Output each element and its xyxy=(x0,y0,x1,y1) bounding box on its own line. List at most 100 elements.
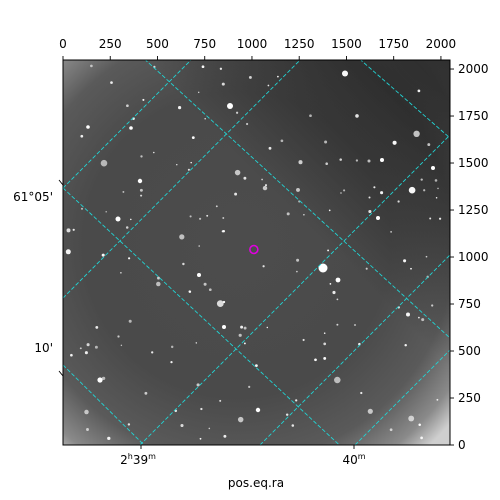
star xyxy=(222,300,226,304)
star xyxy=(234,192,238,196)
star xyxy=(190,161,192,164)
target-marker xyxy=(249,244,259,255)
bright-star xyxy=(222,325,226,329)
star xyxy=(427,143,431,147)
star xyxy=(100,159,108,167)
star xyxy=(340,192,342,194)
star xyxy=(125,226,129,229)
top-tick-label: 750 xyxy=(193,37,216,51)
star xyxy=(188,290,192,293)
star xyxy=(142,98,145,101)
star xyxy=(423,189,426,192)
star xyxy=(390,231,392,233)
star xyxy=(420,436,423,440)
star xyxy=(296,270,298,273)
star xyxy=(429,217,432,220)
star xyxy=(122,190,125,193)
star xyxy=(151,351,154,354)
top-x-axis: 0 250 500 750 1000 1250 1500 1750 2000 xyxy=(59,37,456,60)
star xyxy=(243,176,247,180)
star xyxy=(355,114,359,118)
star xyxy=(101,376,106,381)
star xyxy=(323,342,327,346)
star xyxy=(248,385,251,388)
star xyxy=(280,139,284,143)
star xyxy=(201,65,205,69)
star xyxy=(262,185,268,191)
star xyxy=(208,427,211,430)
top-tick-label: 1000 xyxy=(237,37,268,51)
star xyxy=(397,200,400,203)
grid-line xyxy=(354,349,450,445)
star xyxy=(323,332,326,334)
right-tick-label: 500 xyxy=(458,344,481,358)
star xyxy=(219,67,223,70)
star xyxy=(107,436,111,441)
ra-tick-label-1: 2h39m xyxy=(120,452,156,467)
star xyxy=(187,168,190,171)
star xyxy=(332,290,336,295)
star xyxy=(336,298,339,301)
star xyxy=(298,160,303,165)
star xyxy=(246,122,249,126)
right-y-axis: 0 250 500 750 1000 1250 1500 1750 2000 xyxy=(450,62,489,452)
right-tick-label: 1250 xyxy=(458,203,489,217)
star xyxy=(199,437,202,440)
bright-star xyxy=(431,166,435,170)
bright-star xyxy=(137,178,143,184)
grid-line xyxy=(63,364,145,445)
star xyxy=(314,358,317,362)
star xyxy=(365,267,368,270)
star xyxy=(170,345,174,349)
sky-image xyxy=(63,60,450,445)
star xyxy=(343,189,346,192)
star xyxy=(267,84,270,87)
star xyxy=(70,353,73,357)
star xyxy=(323,356,327,360)
star xyxy=(179,234,185,240)
star xyxy=(127,423,131,426)
star xyxy=(418,316,420,319)
star xyxy=(243,342,246,345)
star xyxy=(222,217,225,219)
bright-star xyxy=(255,407,261,413)
star xyxy=(410,267,412,270)
star xyxy=(291,424,295,427)
star xyxy=(265,184,267,187)
star xyxy=(353,323,357,327)
star xyxy=(156,281,161,287)
star xyxy=(325,162,328,165)
star xyxy=(105,211,107,213)
star xyxy=(157,276,160,280)
star xyxy=(261,178,264,181)
star xyxy=(303,213,305,216)
star xyxy=(101,253,105,257)
star xyxy=(420,178,423,181)
star xyxy=(309,114,312,118)
star xyxy=(206,214,209,217)
star xyxy=(128,319,132,323)
plot-frame xyxy=(62,59,451,446)
star xyxy=(95,326,99,329)
star xyxy=(406,312,410,317)
star-field xyxy=(65,64,442,441)
grid-line xyxy=(360,60,450,139)
star xyxy=(140,194,143,197)
grid-line xyxy=(139,134,450,445)
star xyxy=(418,423,421,426)
star xyxy=(368,196,371,199)
x-axis-title: pos.eq.ra xyxy=(228,476,284,490)
star xyxy=(84,409,89,415)
star xyxy=(248,75,252,79)
top-tick-label: 1750 xyxy=(378,37,409,51)
star xyxy=(438,217,442,220)
grid-line xyxy=(259,254,450,445)
star xyxy=(437,187,439,190)
dec-tick-label-1: 61°05' xyxy=(13,190,53,204)
bright-star xyxy=(197,273,201,277)
star xyxy=(199,217,202,220)
star xyxy=(117,335,120,338)
star xyxy=(222,230,225,233)
star xyxy=(144,391,148,395)
dec-tick-label-2: 10' xyxy=(34,341,53,355)
